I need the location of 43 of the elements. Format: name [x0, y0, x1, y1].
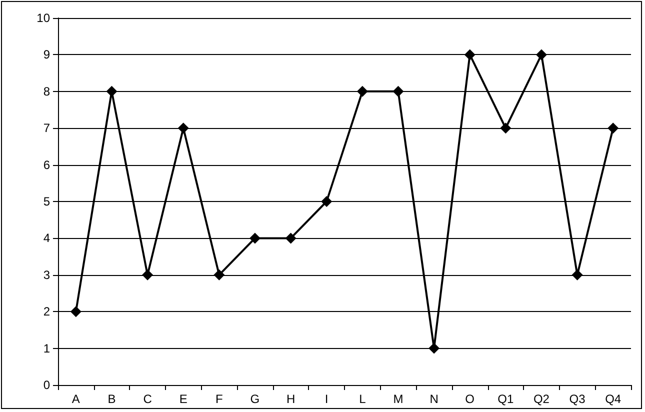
y-tick-label: 5 — [43, 194, 50, 208]
y-tick-label: 2 — [43, 304, 50, 319]
x-tick-label: Q3 — [569, 392, 586, 406]
x-tick-label: A — [72, 392, 80, 406]
point — [572, 269, 583, 280]
x-tick-label: Q1 — [498, 392, 514, 406]
y-tick-label: 9 — [43, 48, 50, 62]
point — [70, 306, 82, 318]
x-tick-label: L — [359, 392, 366, 406]
point — [500, 122, 512, 134]
point — [392, 86, 404, 97]
y-tick-label: 3 — [43, 268, 50, 282]
x-tick-label: N — [430, 392, 438, 406]
point — [178, 122, 189, 134]
point — [249, 232, 260, 244]
point — [321, 196, 332, 207]
x-tick-label: G — [250, 392, 260, 406]
point — [608, 122, 619, 134]
y-tick-label: 7 — [43, 121, 50, 136]
x-tick-label: M — [393, 392, 404, 406]
point — [285, 232, 296, 244]
y-tick-label: 4 — [43, 231, 50, 246]
point — [214, 269, 225, 280]
x-tick-label: Q2 — [533, 392, 550, 406]
point — [142, 269, 154, 280]
y-tick-label: 10 — [36, 11, 50, 25]
x-tick-label: C — [143, 392, 152, 406]
x-tick-label: Q4 — [605, 392, 622, 406]
y-tick-label: 1 — [43, 341, 50, 356]
point — [464, 49, 476, 60]
x-tick-label: B — [108, 392, 116, 406]
point — [536, 49, 547, 60]
x-tick-label: E — [179, 392, 188, 406]
y-tick-label: 0 — [43, 378, 50, 392]
x-tick-label: F — [215, 392, 223, 406]
y-tick-label: 8 — [43, 84, 50, 98]
x-tick-label: I — [324, 392, 328, 406]
point — [106, 86, 118, 97]
y-tick-label: 6 — [43, 158, 50, 172]
point — [356, 86, 368, 97]
x-tick-label: O — [465, 392, 475, 406]
point — [428, 342, 440, 354]
x-tick-label: H — [286, 392, 296, 406]
